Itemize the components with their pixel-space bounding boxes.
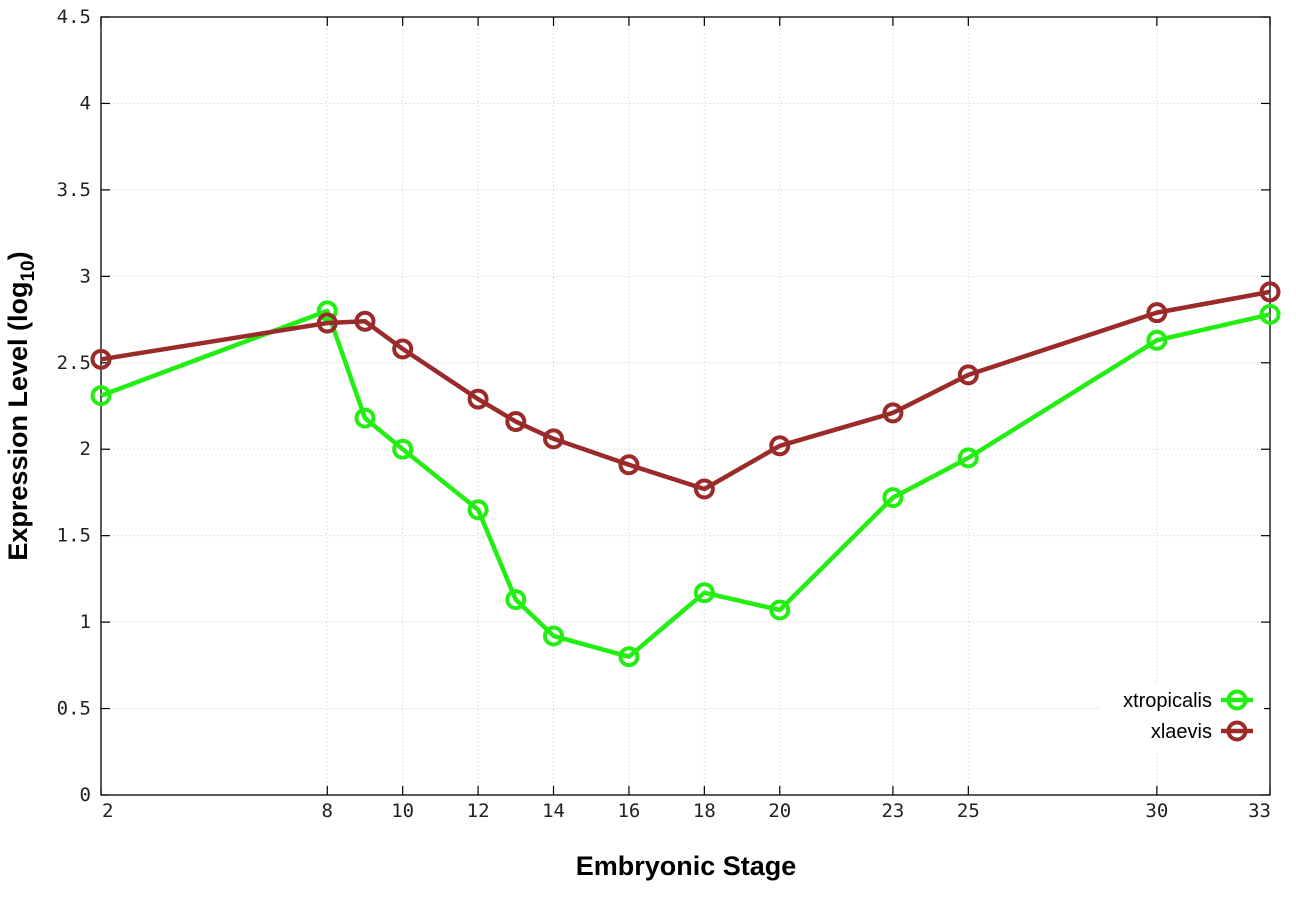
y-tick-label: 2.5 [57, 352, 91, 374]
x-tick-label: 14 [542, 800, 565, 822]
x-tick-label: 8 [322, 800, 333, 822]
y-tick-label: 4.5 [57, 6, 91, 28]
xlaevis-point [957, 364, 979, 386]
xlaevis-point [392, 338, 414, 360]
y-tick-label: 0 [80, 784, 91, 806]
xlaevis-point [316, 312, 338, 334]
y-tick-label: 1.5 [57, 525, 91, 547]
xlaevis-point [618, 454, 640, 476]
series-layer [90, 281, 1281, 668]
legend-label-xlaevis: xlaevis [1151, 721, 1212, 743]
x-axis-title: Embryonic Stage [576, 851, 797, 881]
xtropicalis-point [354, 407, 376, 429]
y-tick-label: 3 [80, 265, 91, 287]
xlaevis-point [1146, 302, 1168, 324]
legend-swatch-marker-xtropicalis [1226, 689, 1248, 711]
xtropicalis-point [769, 599, 791, 621]
x-tick-label: 23 [881, 800, 904, 822]
xlaevis-point [1259, 281, 1281, 303]
y-axis-title-subscript: 10 [18, 260, 39, 281]
xtropicalis-point [1146, 329, 1168, 351]
xlaevis-point [769, 435, 791, 457]
x-tick-label: 18 [693, 800, 716, 822]
xlaevis-point [505, 411, 527, 433]
y-tick-label: 1 [80, 611, 91, 633]
xlaevis-point [543, 428, 565, 450]
legend-label-xtropicalis: xtropicalis [1123, 690, 1212, 712]
y-tick-label: 2 [80, 438, 91, 460]
grid [101, 17, 1270, 795]
x-tick-label: 20 [768, 800, 791, 822]
y-axis-title: Expression Level (log10) [3, 251, 39, 560]
x-tick-label: 12 [467, 800, 490, 822]
x-tick-label: 10 [391, 800, 414, 822]
legend: xtropicalis xlaevis [1098, 682, 1264, 750]
xtropicalis-point [543, 625, 565, 647]
y-tick-label: 3.5 [57, 179, 91, 201]
xtropicalis-point [957, 447, 979, 469]
y-axis-title-main: Expression Level (log [3, 282, 33, 561]
legend-swatch-marker-xlaevis [1226, 720, 1248, 742]
x-tick-label: 2 [102, 800, 113, 822]
xtropicalis-point [467, 499, 489, 521]
series-xtropicalis [90, 300, 1281, 668]
x-tick-label: 25 [957, 800, 980, 822]
y-axis-ticks: 0 0.5 1 1.5 2 2.5 3 3.5 4 4.5 [57, 6, 1270, 806]
xtropicalis-point [618, 646, 640, 668]
x-tick-label: 30 [1145, 800, 1168, 822]
xlaevis-line [100, 289, 1271, 492]
xlaevis-point [354, 310, 376, 332]
xlaevis-point [467, 388, 489, 410]
x-tick-label: 16 [617, 800, 640, 822]
x-tick-label: 33 [1248, 800, 1271, 822]
xtropicalis-point [316, 300, 338, 322]
xtropicalis-point [693, 582, 715, 604]
xtropicalis-point [90, 385, 112, 407]
xtropicalis-point [882, 487, 904, 509]
y-tick-label: 4 [80, 92, 91, 114]
x-axis-ticks: 2 8 10 12 14 16 18 20 23 25 30 33 [100, 17, 1271, 822]
xtropicalis-point [392, 438, 414, 460]
xlaevis-point [90, 348, 112, 370]
xlaevis-point [693, 478, 715, 500]
plot-frame [100, 16, 1271, 796]
xtropicalis-point [1259, 303, 1281, 325]
series-xlaevis [90, 281, 1281, 500]
y-axis-title-close: ) [3, 251, 33, 260]
xtropicalis-point [505, 589, 527, 611]
y-tick-label: 0.5 [57, 698, 91, 720]
xlaevis-point [882, 402, 904, 424]
